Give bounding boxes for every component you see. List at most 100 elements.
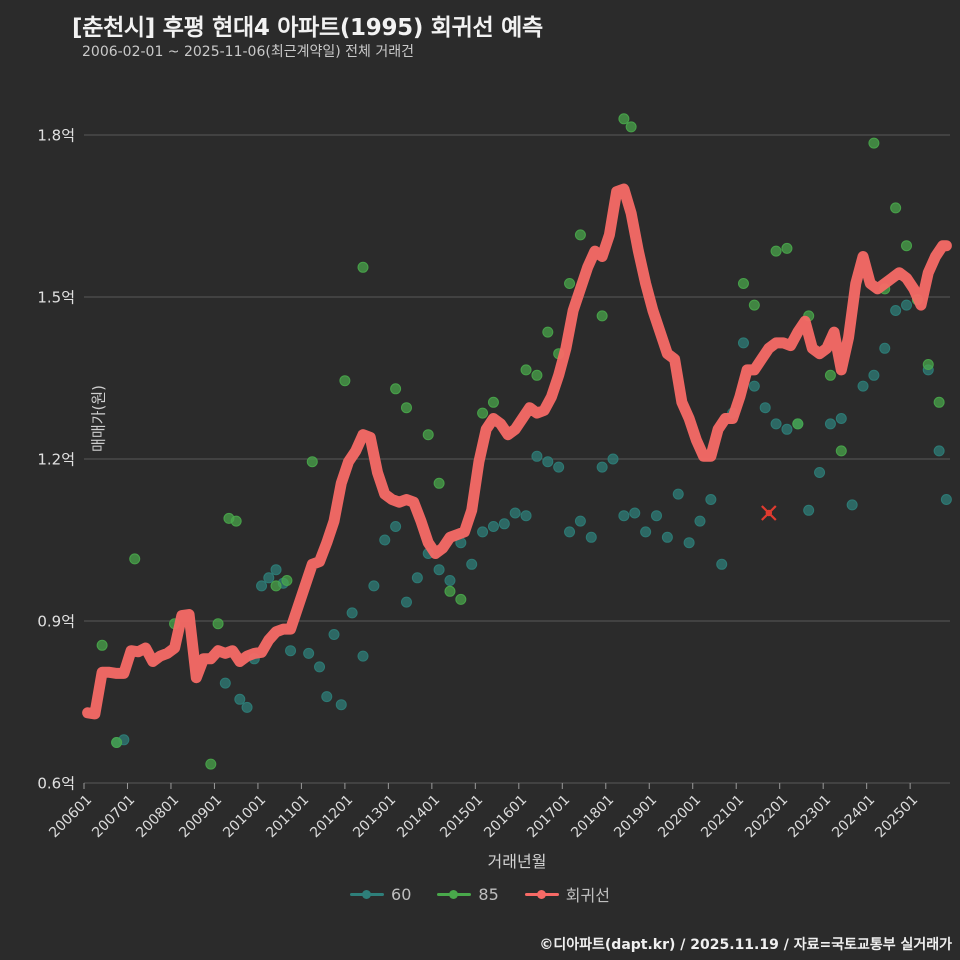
- x-tick-label: 202101: [698, 792, 748, 842]
- scatter-point: [520, 364, 532, 376]
- scatter-point: [256, 580, 268, 592]
- scatter-point: [542, 326, 554, 338]
- y-tick-label: 0.9억: [37, 612, 75, 631]
- legend-item-회귀선[interactable]: 회귀선: [524, 882, 610, 906]
- footer-credit: ©디아파트(dapt.kr) / 2025.11.19 / 자료=국토교통부 실…: [539, 937, 952, 953]
- scatter-point: [574, 229, 586, 241]
- scatter-point: [531, 450, 543, 462]
- scatter-point: [564, 526, 576, 538]
- x-tick-label: 202301: [785, 792, 835, 842]
- scatter-point: [281, 575, 293, 586]
- scatter-point: [455, 593, 467, 605]
- scatter-point: [922, 359, 934, 370]
- scatter-point: [824, 418, 836, 430]
- scatter-point: [792, 418, 804, 430]
- scatter-point: [400, 402, 412, 414]
- x-tick-label: 202201: [741, 792, 792, 842]
- scatter-point: [901, 240, 913, 252]
- plot-area: 매매가(원) 0.6억 0.9억 1.2억 1.5억 1.8억 200601 200701…: [37, 108, 952, 871]
- chart-subtitle: 2006-02-01 ~ 2025-11-06(최근계약일) 전체 거래건: [82, 44, 414, 60]
- scatter-point: [933, 445, 945, 457]
- scatter-point: [487, 521, 499, 532]
- scatter-point: [509, 507, 521, 519]
- x-tick-label: 202401: [828, 792, 878, 842]
- x-tick-label: 200601: [46, 792, 96, 842]
- scatter-point: [390, 521, 402, 532]
- x-tick-label: 200901: [176, 792, 226, 842]
- scatter-point: [129, 553, 141, 565]
- legend-label: 60: [391, 884, 412, 904]
- scatter-point: [596, 461, 608, 473]
- scatter-point: [270, 580, 282, 592]
- scatter-point: [737, 337, 749, 349]
- scatter-point: [234, 693, 246, 705]
- scatter-point: [111, 737, 123, 748]
- scatter-point: [444, 575, 456, 586]
- scatter-point: [574, 515, 586, 527]
- scatter-point: [230, 515, 242, 527]
- scatter-point: [705, 494, 717, 505]
- scatter-point: [314, 661, 326, 673]
- scatter-point: [219, 677, 231, 689]
- x-tick-label: 201201: [307, 792, 357, 842]
- scatter-point: [607, 453, 619, 465]
- x-tick-label: 201801: [567, 792, 618, 842]
- scatter-point: [835, 413, 847, 424]
- x-tick-label: 200701: [89, 792, 139, 842]
- scatter-point: [285, 645, 297, 657]
- legend-marker-icon: [524, 887, 559, 901]
- scatter-point: [814, 467, 826, 478]
- legend-label: 회귀선: [565, 886, 610, 905]
- scatter-point: [321, 691, 333, 703]
- scatter-point: [835, 445, 847, 457]
- legend-marker-icon: [437, 887, 472, 901]
- scatter-point: [390, 383, 402, 395]
- prediction-marker: [761, 505, 777, 521]
- chart-title: [춘천시] 후평 현대4 아파트(1995) 회귀선 예측: [72, 15, 543, 41]
- x-tick-label: 201101: [263, 792, 313, 842]
- scatter-series-85: [96, 113, 945, 770]
- scatter-point: [596, 310, 608, 322]
- scatter-point: [737, 278, 749, 289]
- scatter-point: [368, 580, 380, 592]
- regression-line: [82, 183, 952, 720]
- scatter-point: [651, 510, 663, 522]
- scatter-point: [868, 137, 880, 149]
- scatter-point: [346, 607, 358, 619]
- scatter-point: [411, 572, 423, 584]
- scatter-point: [661, 531, 673, 543]
- scatter-point: [694, 515, 706, 527]
- y-tick-label: 1.5억: [37, 288, 75, 307]
- scatter-point: [618, 113, 630, 125]
- legend-item-60[interactable]: 60: [350, 885, 411, 904]
- scatter-point: [781, 242, 793, 254]
- scatter-point: [542, 456, 554, 468]
- scatter-point: [857, 380, 869, 392]
- scatter-point: [205, 758, 217, 770]
- scatter-point: [629, 507, 641, 519]
- x-tick-label: 201701: [524, 792, 574, 842]
- scatter-point: [770, 245, 782, 257]
- scatter-point: [770, 418, 782, 430]
- legend-marker-icon: [350, 887, 385, 901]
- x-tick-label: 201301: [350, 792, 400, 842]
- legend-item-85[interactable]: 85: [437, 885, 499, 904]
- scatter-point: [466, 558, 478, 570]
- scatter-point: [748, 380, 760, 392]
- x-tick-label: 202001: [654, 792, 705, 842]
- scatter-point: [379, 534, 391, 546]
- y-tick-label: 1.2억: [37, 450, 75, 469]
- scatter-point: [585, 531, 597, 543]
- scatter-point: [498, 518, 510, 530]
- scatter-point: [890, 305, 902, 316]
- scatter-point: [640, 526, 652, 538]
- scatter-point: [477, 526, 489, 538]
- scatter-point: [781, 423, 793, 435]
- x-tick-label: 201001: [220, 792, 270, 842]
- scatter-point: [357, 650, 369, 662]
- scatter-point: [520, 510, 532, 522]
- scatter-point: [940, 494, 952, 505]
- scatter-point: [625, 121, 637, 133]
- scatter-point: [422, 429, 434, 441]
